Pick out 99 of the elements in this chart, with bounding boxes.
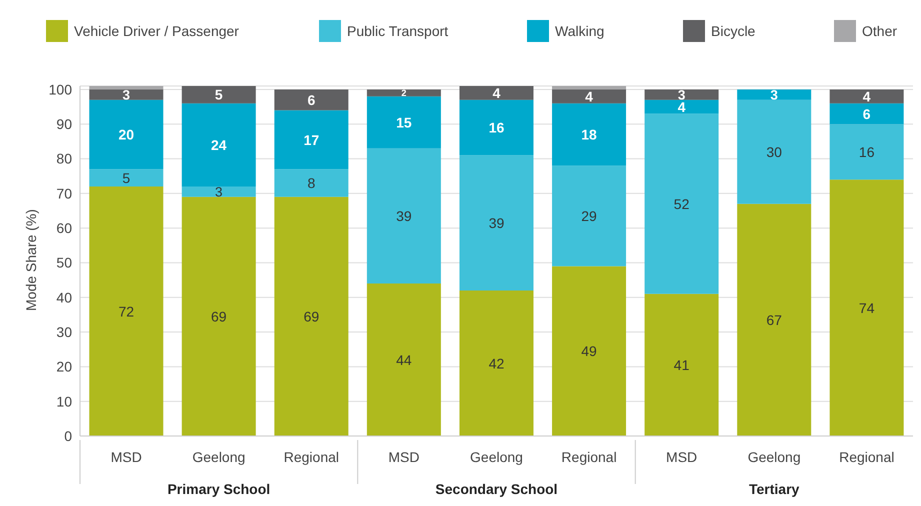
bar (552, 103, 626, 166)
y-tick-label: 10 (56, 393, 72, 410)
bar (459, 100, 534, 156)
bar (459, 290, 534, 436)
bar (274, 169, 348, 197)
bar (89, 169, 164, 186)
legend-label: Vehicle Driver / Passenger (74, 23, 240, 39)
y-tick-label: 80 (56, 150, 72, 167)
y-tick-label: 20 (56, 358, 72, 375)
y-tick-label: 60 (56, 220, 72, 236)
data-label: 20 (118, 126, 134, 143)
x-tick-label: Regional (284, 449, 340, 465)
bar (830, 89, 904, 104)
bar (830, 180, 904, 436)
data-label: 74 (858, 300, 875, 316)
bar (89, 89, 164, 100)
data-label: 3 (215, 184, 223, 200)
data-label: 18 (581, 126, 598, 143)
data-label: 49 (581, 343, 598, 360)
y-tick-label: 50 (56, 254, 72, 271)
x-tick-label: MSD (388, 449, 420, 465)
y-tick-label: 40 (56, 289, 72, 306)
legend-label: Other (862, 23, 898, 39)
data-label: 16 (858, 144, 875, 160)
x-tick-label: Geelong (748, 449, 801, 465)
bar (644, 294, 719, 436)
y-tick-label: 90 (56, 116, 72, 132)
data-label: 4 (585, 88, 594, 104)
y-tick-label: 100 (48, 81, 72, 98)
bar (737, 100, 812, 204)
bar (89, 186, 164, 436)
data-label: 3 (770, 88, 778, 103)
data-label: 42 (488, 355, 504, 372)
data-label: 4 (492, 84, 501, 101)
data-label: 16 (488, 120, 504, 136)
text: Primary School (167, 481, 270, 497)
data-label: 3 (122, 88, 130, 103)
data-label: 6 (862, 106, 871, 122)
data-label: 4 (862, 88, 871, 104)
text: Secondary School (435, 481, 558, 497)
data-label: 5 (214, 86, 223, 103)
bar (830, 124, 904, 180)
data-label: 44 (396, 352, 412, 368)
x-tick-label: MSD (666, 449, 698, 465)
data-label: 39 (396, 208, 412, 224)
bar (366, 96, 441, 148)
data-label: 72 (118, 303, 134, 320)
x-tick-label: Regional (561, 449, 617, 465)
bar (644, 114, 719, 294)
x-tick-label: Regional (839, 449, 894, 465)
x-tick-label: Geelong (192, 449, 246, 465)
legend-label: Bicycle (711, 23, 756, 39)
bar (552, 89, 626, 104)
bar (182, 86, 256, 104)
legend-label: Walking (555, 23, 604, 39)
bar (89, 100, 164, 170)
bar (830, 103, 904, 124)
data-label: 69 (304, 308, 320, 324)
bar (644, 89, 719, 100)
bar (366, 148, 441, 284)
data-label: 67 (766, 312, 782, 328)
bar (552, 86, 626, 90)
bar (552, 266, 626, 436)
data-label: 39 (488, 214, 504, 231)
y-tick-label: 30 (56, 324, 72, 340)
legend-label: Public Transport (347, 23, 448, 39)
data-label: 17 (304, 132, 320, 148)
data-label: 29 (581, 208, 598, 224)
bar (366, 89, 441, 96)
bar (274, 110, 348, 170)
bar (274, 196, 348, 436)
data-label: 2 (401, 88, 406, 98)
bar (737, 89, 812, 100)
bar (182, 196, 256, 436)
bar (89, 86, 164, 90)
y-tick-label: 70 (56, 185, 72, 202)
data-label: 52 (674, 196, 690, 212)
bar (274, 89, 348, 110)
data-label: 30 (766, 144, 782, 160)
data-label: 8 (307, 175, 316, 192)
bar (644, 100, 719, 114)
bar (737, 204, 812, 436)
bar (182, 103, 256, 186)
data-label: 69 (211, 308, 227, 324)
y-tick-label: 0 (64, 428, 72, 444)
data-label: 5 (122, 170, 130, 186)
data-label: 41 (674, 357, 690, 373)
bar (459, 86, 534, 100)
data-label: 15 (396, 114, 412, 130)
bar (552, 166, 626, 266)
y-axis-title: Mode Share (%) (22, 209, 39, 311)
data-label: 24 (211, 136, 227, 153)
text: Tertiary (749, 481, 800, 497)
bar (366, 284, 441, 436)
x-tick-label: MSD (110, 449, 142, 465)
bar (459, 155, 534, 290)
data-label: 6 (307, 92, 316, 108)
bar (182, 186, 256, 197)
x-tick-label: Geelong (470, 449, 523, 465)
